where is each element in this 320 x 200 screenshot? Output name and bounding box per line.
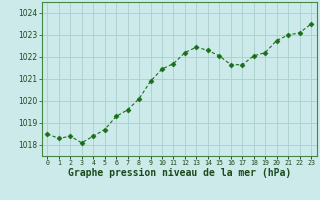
X-axis label: Graphe pression niveau de la mer (hPa): Graphe pression niveau de la mer (hPa) xyxy=(68,168,291,178)
